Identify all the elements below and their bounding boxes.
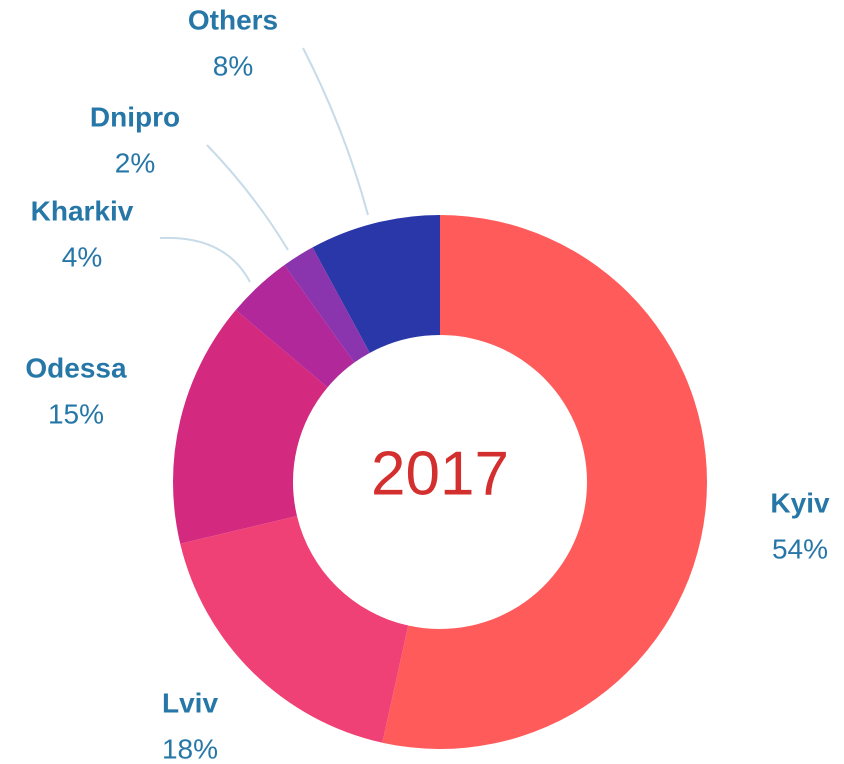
slice-label: Others	[188, 4, 278, 35]
slice-label: Odessa	[25, 352, 127, 383]
slice-label: Lviv	[162, 687, 218, 718]
slice-label: Dnipro	[90, 101, 180, 132]
slice-value-label: 15%	[48, 398, 104, 429]
slice-label: Kharkiv	[31, 195, 134, 226]
leader-line	[206, 144, 289, 251]
slice	[180, 515, 409, 743]
slice	[235, 265, 355, 388]
slice-value-label: 8%	[213, 50, 253, 81]
slice-value-label: 4%	[62, 241, 102, 272]
center-label: 2017	[371, 439, 509, 508]
slice-label: Kyiv	[770, 487, 830, 518]
slice-value-label: 54%	[772, 533, 828, 564]
slice	[284, 247, 370, 363]
slice	[173, 310, 328, 544]
slice-value-label: 18%	[162, 733, 218, 764]
leader-line	[159, 236, 251, 283]
slice	[312, 215, 440, 353]
slice	[382, 215, 707, 749]
leader-line	[302, 47, 369, 216]
slice-value-label: 2%	[115, 147, 155, 178]
